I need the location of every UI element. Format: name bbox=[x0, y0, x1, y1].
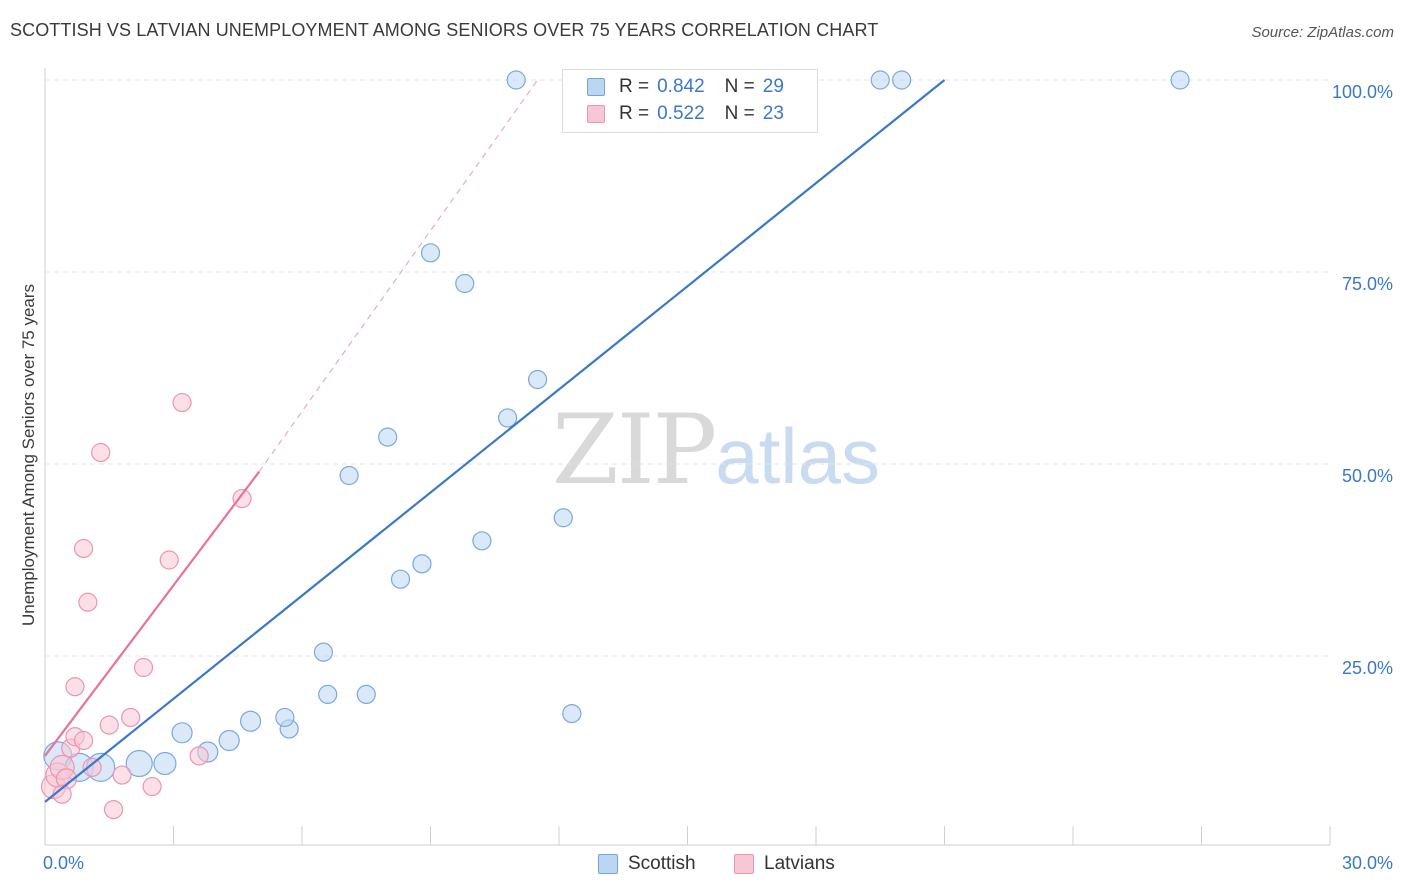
latvians-trend-extension bbox=[258, 79, 539, 473]
latvians-point bbox=[78, 592, 98, 612]
n-value: 23 bbox=[762, 103, 784, 124]
latvians-point bbox=[121, 707, 141, 728]
r-label: R = bbox=[619, 103, 650, 124]
latvians-point bbox=[65, 677, 85, 697]
scottish-point bbox=[892, 70, 912, 90]
latvians-point bbox=[91, 442, 111, 463]
scottish-point bbox=[153, 751, 177, 776]
scottish-point bbox=[318, 684, 338, 705]
scottish-point bbox=[339, 465, 359, 486]
stats-row-scottish: R = 0.842 N = 29 bbox=[587, 75, 784, 99]
latvians-point bbox=[73, 730, 94, 751]
latvians-point bbox=[73, 538, 94, 559]
scottish-point bbox=[356, 684, 376, 705]
stats-box: R = 0.842 N = 29 R = 0.522 N = 23 bbox=[562, 69, 818, 133]
x-tick-label: 0.0% bbox=[43, 853, 84, 873]
r-value: 0.522 bbox=[657, 103, 705, 124]
n-label: N = bbox=[724, 76, 755, 97]
latvians-swatch bbox=[587, 105, 605, 123]
chart-title: SCOTTISH VS LATVIAN UNEMPLOYMENT AMONG S… bbox=[10, 20, 879, 40]
source-credit: Source: ZipAtlas.com bbox=[1251, 24, 1394, 41]
latvians-point bbox=[82, 757, 102, 777]
latvians-point bbox=[112, 765, 132, 785]
latvians-point bbox=[232, 488, 252, 509]
r-value: 0.842 bbox=[657, 76, 705, 97]
latvians-point bbox=[103, 799, 124, 820]
scottish-point bbox=[240, 710, 262, 732]
legend-item-latvians[interactable]: Latvians bbox=[734, 852, 835, 876]
scottish-point bbox=[378, 427, 398, 447]
scottish-point bbox=[527, 369, 548, 390]
scottish-point bbox=[125, 749, 153, 778]
scottish-point bbox=[275, 707, 295, 728]
r-label: R = bbox=[619, 76, 650, 97]
scottish-point bbox=[412, 554, 432, 574]
scottish-point bbox=[171, 722, 193, 744]
n-value: 29 bbox=[762, 76, 784, 97]
latvians-point bbox=[142, 776, 162, 797]
watermark-zip: ZIP bbox=[552, 394, 717, 506]
scottish-point bbox=[870, 70, 890, 90]
scottish-trend-line bbox=[44, 79, 946, 803]
legend-swatch-scottish bbox=[598, 854, 618, 874]
scottish-point bbox=[218, 729, 240, 752]
legend-label-latvians: Latvians bbox=[764, 853, 835, 874]
legend-swatch-latvians bbox=[734, 854, 754, 874]
scottish-point bbox=[313, 642, 334, 662]
y-tick-label: 100.0% bbox=[1332, 82, 1393, 102]
x-tick-label: 30.0% bbox=[1342, 853, 1393, 873]
stats-row-latvians: R = 0.522 N = 23 bbox=[587, 102, 784, 126]
scottish-point bbox=[498, 408, 518, 428]
latvians-point bbox=[133, 657, 154, 678]
latvians-trend-line bbox=[44, 471, 261, 757]
scottish-point bbox=[506, 70, 526, 90]
scottish-point bbox=[390, 569, 411, 589]
scottish-point bbox=[472, 531, 492, 551]
y-tick-label: 50.0% bbox=[1342, 466, 1393, 486]
n-label: N = bbox=[724, 103, 755, 124]
scottish-point bbox=[562, 703, 582, 724]
scottish-point bbox=[1170, 70, 1190, 90]
latvians-point bbox=[99, 715, 119, 735]
y-tick-label: 75.0% bbox=[1342, 274, 1393, 294]
y-tick-label: 25.0% bbox=[1342, 658, 1393, 678]
scottish-swatch bbox=[587, 78, 605, 96]
watermark: ZIPatlas bbox=[552, 402, 880, 499]
watermark-atlas: atlas bbox=[715, 412, 880, 500]
legend-label-scottish: Scottish bbox=[628, 853, 696, 874]
latvians-point bbox=[189, 746, 209, 766]
scottish-point bbox=[420, 243, 441, 263]
scottish-point bbox=[553, 508, 573, 528]
latvians-point bbox=[172, 392, 192, 413]
scottish-point bbox=[455, 273, 475, 294]
legend-item-scottish[interactable]: Scottish bbox=[598, 852, 696, 876]
latvians-point bbox=[159, 550, 179, 570]
